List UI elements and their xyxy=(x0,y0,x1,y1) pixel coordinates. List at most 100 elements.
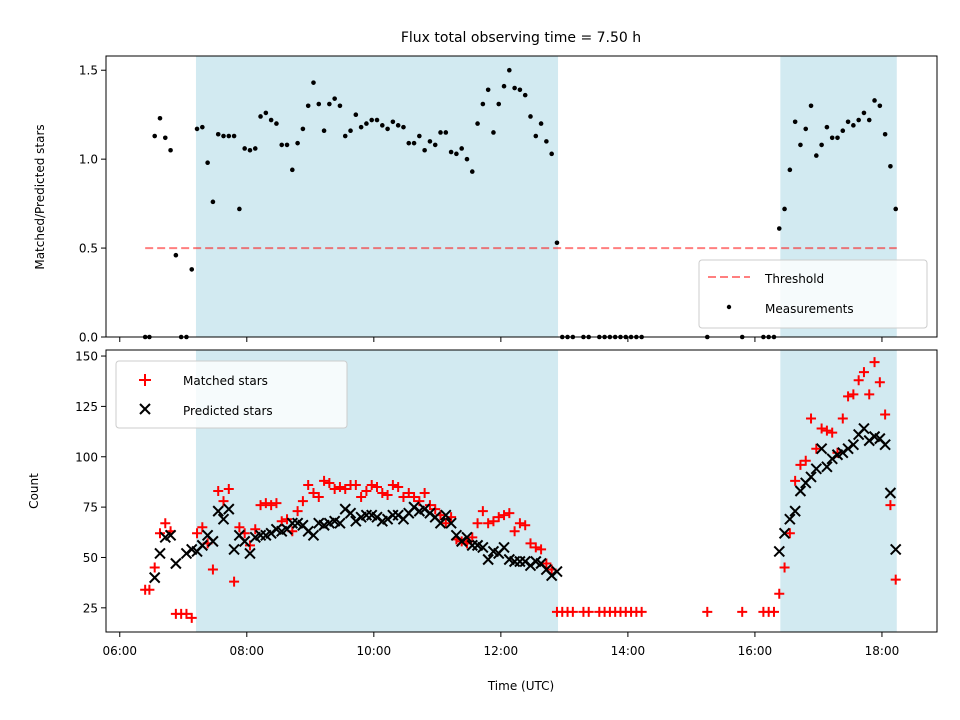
predicted-star-point xyxy=(164,529,177,542)
top-legend-box xyxy=(698,259,928,329)
top-y-axis: 0.0 0.5 1.0 1.5 xyxy=(79,64,106,345)
matched-star-point xyxy=(827,427,838,438)
matched-star-point xyxy=(885,500,896,511)
predicted-star-point xyxy=(244,547,256,560)
matched-star-point xyxy=(393,481,404,492)
x-axis-label: Time (UTC) xyxy=(487,679,554,693)
matched-star-point xyxy=(266,500,277,511)
measurement-point xyxy=(443,130,449,135)
top-plot-frame xyxy=(105,55,938,338)
bottom-y-axis-label: Count xyxy=(27,473,41,509)
measurements-series xyxy=(142,67,899,340)
matched-star-point xyxy=(779,562,790,573)
predicted-star-point xyxy=(789,505,801,517)
matched-star-point xyxy=(271,498,282,509)
matched-star-point xyxy=(541,558,552,569)
measurement-point xyxy=(379,123,385,128)
matched-star-point xyxy=(329,483,340,494)
matched-star-point xyxy=(419,488,430,499)
predicted-star-point xyxy=(344,507,357,519)
measurement-point xyxy=(168,147,173,153)
measurement-point xyxy=(882,131,888,137)
measurement-point xyxy=(417,133,422,139)
measurement-point xyxy=(390,119,396,125)
measurement-point xyxy=(226,133,232,139)
matched-star-point xyxy=(514,518,525,529)
legend-predicted-swatch xyxy=(139,403,151,415)
matched-star-point xyxy=(324,477,335,488)
matched-star-point xyxy=(811,443,822,454)
y-tick-label: 0.0 xyxy=(79,331,98,345)
bottom-legend: Matched stars Predicted stars xyxy=(115,360,348,429)
predicted-star-point xyxy=(884,487,897,499)
measurement-point xyxy=(829,135,835,141)
measurement-point xyxy=(152,133,157,139)
predicted-star-point xyxy=(482,553,494,566)
matched-star-point xyxy=(334,481,345,492)
measurement-point xyxy=(237,206,242,212)
top-x-ticks xyxy=(119,337,883,342)
measurement-point xyxy=(866,117,872,123)
measurement-point xyxy=(300,126,306,132)
matched-star-point xyxy=(864,389,875,400)
measurement-point xyxy=(348,128,353,133)
measurement-point xyxy=(221,133,226,139)
predicted-star-point xyxy=(805,471,817,483)
shaded-band xyxy=(780,350,897,632)
predicted-star-point xyxy=(238,535,251,548)
measurement-point xyxy=(845,119,851,125)
bottom-series xyxy=(140,357,902,623)
measurement-point xyxy=(798,142,803,148)
measurement-point xyxy=(252,146,258,151)
measurement-point xyxy=(877,103,883,109)
measurement-point xyxy=(173,252,179,258)
bottom-legend-box xyxy=(115,360,348,429)
measurement-point xyxy=(512,85,517,91)
matched-star-point xyxy=(488,516,499,527)
matched-star-point xyxy=(525,538,536,549)
predicted-star-point xyxy=(434,517,447,529)
predicted-star-point xyxy=(498,541,510,554)
matched-star-point xyxy=(768,606,779,617)
matched-star-point xyxy=(509,526,520,537)
x-tick-label: 18:00 xyxy=(865,644,900,658)
matched-star-point xyxy=(229,576,240,587)
matched-star-point xyxy=(276,516,287,527)
measurement-point xyxy=(374,117,380,123)
measurement-point xyxy=(295,140,300,146)
measurement-point xyxy=(305,103,311,109)
matched-star-point xyxy=(583,606,594,617)
measurement-point xyxy=(533,133,539,139)
measurement-point xyxy=(491,130,496,135)
predicted-star-point xyxy=(217,513,230,525)
x-tick-label: 10:00 xyxy=(357,644,392,658)
measurement-point xyxy=(321,128,327,133)
measurement-point xyxy=(501,83,507,89)
legend-threshold-label: Threshold xyxy=(764,272,824,286)
matched-star-point xyxy=(499,510,510,521)
matched-star-point xyxy=(250,524,261,535)
y-tick-label: 1.5 xyxy=(79,64,98,78)
measurement-point xyxy=(538,121,544,126)
measurement-point xyxy=(835,135,840,141)
measurement-point xyxy=(247,147,253,153)
matched-star-point xyxy=(536,544,547,555)
measurement-point xyxy=(242,146,247,151)
measurement-point xyxy=(851,123,856,128)
predicted-star-point xyxy=(440,509,452,521)
matched-star-point xyxy=(356,492,367,503)
matched-star-point xyxy=(880,409,891,420)
matched-star-point xyxy=(313,492,324,503)
bottom-y-axis: 25 50 75 100 125 150 xyxy=(75,350,106,615)
measurement-point xyxy=(268,117,274,123)
measurement-point xyxy=(522,92,528,98)
matched-star-point xyxy=(795,459,806,470)
measurement-point xyxy=(311,80,316,85)
matched-star-point xyxy=(790,475,801,486)
matched-star-point xyxy=(207,564,218,575)
measurement-point xyxy=(528,114,533,119)
measurement-point xyxy=(808,103,814,109)
measurement-point xyxy=(861,110,867,116)
predicted-star-point xyxy=(461,531,473,544)
